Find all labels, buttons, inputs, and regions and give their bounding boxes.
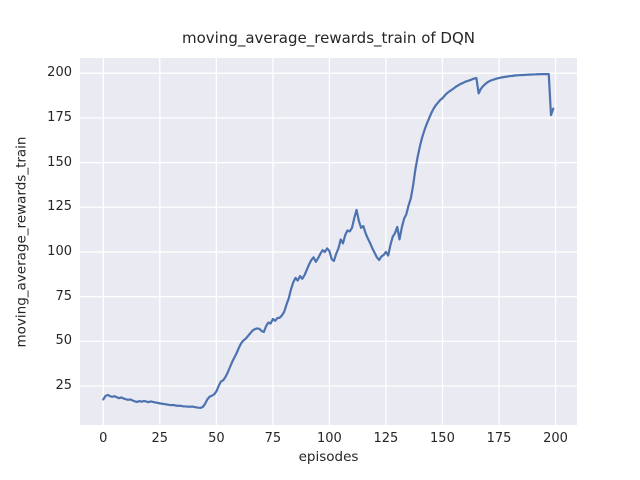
x-tick-label: 125 (373, 431, 399, 446)
x-tick-label: 100 (316, 431, 342, 446)
x-tick-label: 175 (486, 431, 512, 446)
line-chart (80, 58, 577, 425)
x-tick-label: 75 (264, 431, 282, 446)
plot-area (80, 58, 577, 425)
y-tick-label: 125 (47, 199, 72, 215)
x-tick-label: 150 (430, 431, 455, 446)
y-axis-label: moving_average_rewards_train (13, 136, 29, 348)
y-tick-label: 75 (55, 288, 72, 304)
x-tick-label: 25 (151, 431, 169, 446)
y-tick-label: 150 (47, 154, 72, 170)
x-tick-label: 0 (99, 431, 108, 446)
y-tick-label: 50 (55, 333, 72, 349)
x-tick-label: 50 (208, 431, 225, 446)
chart-title: moving_average_rewards_train of DQN (181, 29, 476, 47)
series-moving-average-rewards-train (102, 72, 555, 409)
y-tick-label: 175 (47, 109, 72, 125)
y-tick-label: 25 (55, 378, 72, 394)
y-tick-label: 100 (47, 243, 72, 259)
x-tick-label: 200 (543, 431, 568, 446)
y-tick-label: 200 (47, 65, 72, 81)
x-axis-label: episodes (298, 449, 359, 465)
